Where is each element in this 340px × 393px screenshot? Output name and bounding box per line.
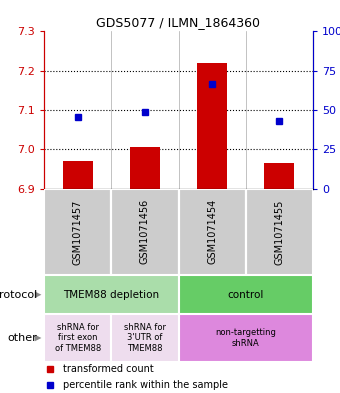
Text: GSM1071454: GSM1071454 xyxy=(207,199,217,264)
Text: non-targetting
shRNA: non-targetting shRNA xyxy=(215,328,276,348)
Text: GSM1071455: GSM1071455 xyxy=(274,199,284,264)
Text: shRNA for
3'UTR of
TMEM88: shRNA for 3'UTR of TMEM88 xyxy=(124,323,166,353)
Bar xyxy=(112,314,178,362)
Text: GSM1071456: GSM1071456 xyxy=(140,199,150,264)
Bar xyxy=(44,314,112,362)
Text: transformed count: transformed count xyxy=(63,364,154,375)
Bar xyxy=(264,163,294,189)
Bar xyxy=(246,189,313,275)
Bar xyxy=(197,63,227,189)
Bar xyxy=(130,147,160,189)
Text: protocol: protocol xyxy=(0,290,37,300)
Bar xyxy=(44,189,112,275)
Bar xyxy=(112,189,178,275)
Text: TMEM88 depletion: TMEM88 depletion xyxy=(63,290,159,300)
Text: other: other xyxy=(7,333,37,343)
Text: GDS5077 / ILMN_1864360: GDS5077 / ILMN_1864360 xyxy=(97,16,260,29)
Text: shRNA for
first exon
of TMEM88: shRNA for first exon of TMEM88 xyxy=(55,323,101,353)
Bar xyxy=(178,314,313,362)
Text: percentile rank within the sample: percentile rank within the sample xyxy=(63,380,228,390)
Text: control: control xyxy=(227,290,264,300)
Bar xyxy=(178,189,245,275)
Bar xyxy=(63,161,93,189)
Bar xyxy=(178,275,313,314)
Text: GSM1071457: GSM1071457 xyxy=(73,199,83,264)
Bar xyxy=(44,275,178,314)
